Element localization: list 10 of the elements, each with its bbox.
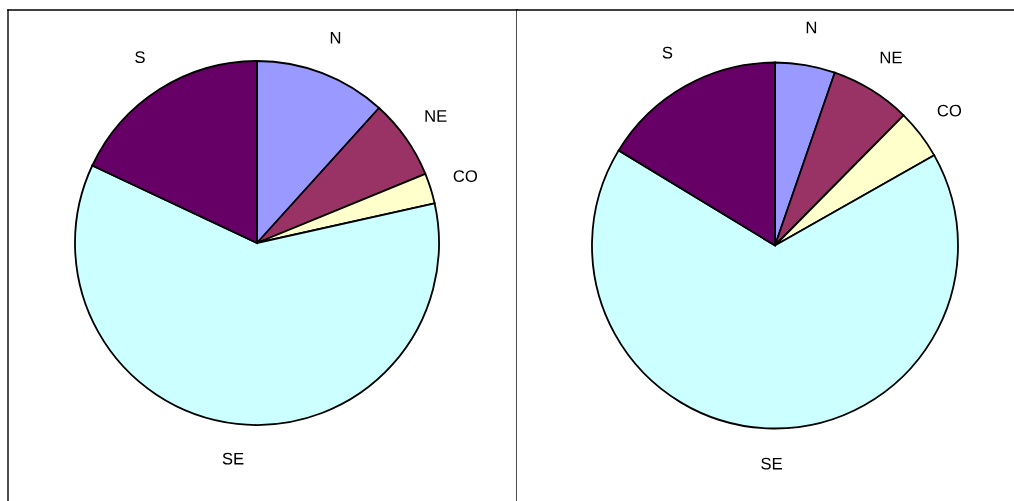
slice-label: NE: [880, 51, 902, 64]
slice-label: SE: [222, 452, 244, 465]
slice-label: N: [330, 32, 341, 44]
slice-label: CO: [937, 104, 962, 117]
slice-label: NE: [425, 110, 447, 122]
slice-label: SE: [761, 457, 782, 470]
slice-label: S: [662, 46, 673, 59]
slice-label: S: [135, 51, 145, 64]
slice-label: N: [806, 21, 817, 34]
slice-label: CO: [453, 170, 478, 182]
